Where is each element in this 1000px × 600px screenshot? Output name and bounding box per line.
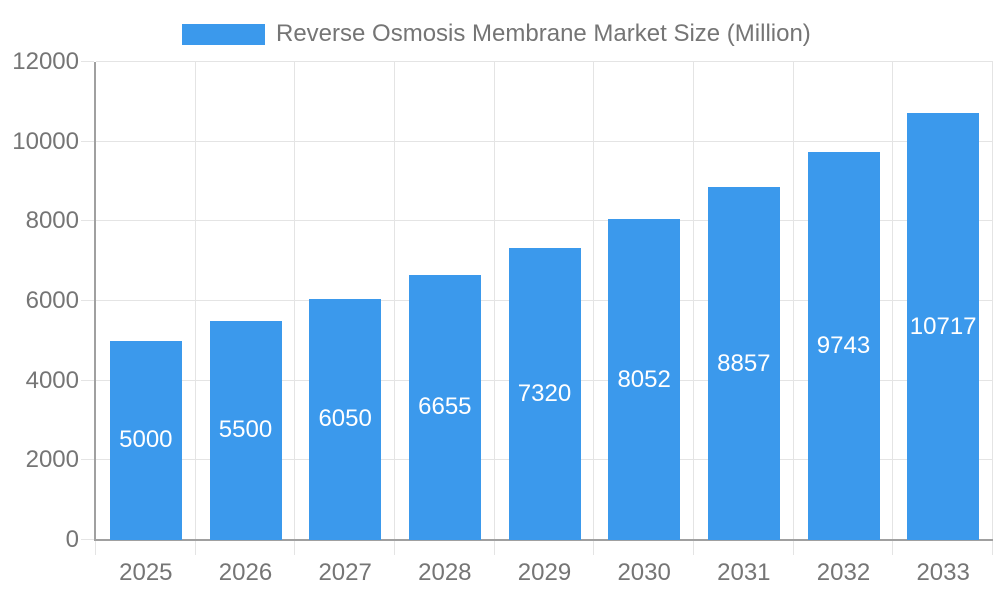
y-axis-line (94, 62, 96, 541)
y-axis-tick (81, 140, 94, 142)
gridline-vertical (394, 62, 395, 540)
x-axis-tick (992, 541, 993, 555)
gridline-vertical (792, 62, 794, 540)
bar: 10717 (907, 113, 980, 540)
gridline-horizontal (96, 220, 993, 222)
gridline-vertical (493, 62, 495, 540)
y-axis-tick-label: 12000 (12, 48, 79, 75)
bar: 8052 (608, 219, 681, 540)
x-axis-tick (792, 541, 794, 555)
y-axis-tick (81, 539, 94, 540)
gridline-horizontal (96, 140, 993, 142)
y-axis-tick-label: 6000 (25, 287, 79, 314)
bar-value-label: 7320 (517, 380, 572, 408)
x-axis-tick (294, 541, 296, 555)
x-axis-tick-label: 2033 (916, 559, 970, 586)
bar: 8857 (707, 187, 780, 540)
y-axis-tick (81, 61, 94, 62)
x-axis-tick (892, 541, 894, 555)
y-axis-tick-label: 8000 (25, 207, 79, 235)
x-axis-tick (593, 541, 595, 555)
y-axis-tick (81, 379, 94, 381)
bar: 9743 (807, 151, 880, 540)
bar: 5500 (209, 320, 282, 540)
y-axis-tick-label: 10000 (12, 127, 79, 155)
x-axis-tick (95, 541, 96, 555)
bar-value-label: 9743 (816, 331, 871, 359)
legend-swatch (182, 23, 265, 45)
y-axis-tick (81, 220, 94, 222)
x-axis-tick (493, 541, 495, 555)
bar-value-label: 6050 (318, 405, 372, 433)
bar-value-label: 5000 (119, 426, 173, 454)
bar: 7320 (508, 248, 581, 540)
x-axis-tick (693, 541, 694, 555)
x-axis-tick-label: 2025 (119, 559, 173, 586)
bar-value-label: 6655 (418, 393, 472, 421)
x-axis-tick-label: 2029 (517, 559, 572, 586)
x-axis-tick-label: 2032 (816, 559, 871, 586)
gridline-vertical (593, 62, 595, 540)
y-axis-tick-label: 0 (65, 526, 79, 553)
gridline-vertical (294, 62, 296, 540)
y-axis-tick (81, 300, 94, 301)
bar-value-label: 5500 (218, 416, 273, 444)
bar: 5000 (109, 340, 182, 540)
x-axis-tick-label: 2030 (617, 559, 671, 586)
x-axis-tick-label: 2027 (318, 559, 372, 586)
x-axis-tick (194, 541, 196, 555)
gridline-vertical (992, 62, 993, 540)
chart-title: Reverse Osmosis Membrane Market Size (Mi… (276, 20, 811, 47)
bar-value-label: 8052 (617, 365, 671, 393)
bar: 6655 (408, 274, 481, 540)
bar-value-label: 8857 (717, 349, 771, 377)
gridline-horizontal (96, 61, 993, 62)
gridline-vertical (693, 62, 694, 540)
x-axis-tick-label: 2026 (218, 559, 273, 586)
gridline-vertical (892, 62, 894, 540)
x-axis-tick-label: 2031 (717, 559, 771, 586)
x-axis-line (94, 539, 993, 541)
x-axis-tick (394, 541, 395, 555)
y-axis-tick-label: 2000 (25, 446, 79, 474)
y-axis-tick (81, 459, 94, 461)
bar: 6050 (309, 299, 382, 540)
bar-value-label: 10717 (909, 312, 977, 340)
x-axis-tick-label: 2028 (418, 559, 472, 586)
legend[interactable]: Reverse Osmosis Membrane Market Size (Mi… (182, 22, 811, 46)
gridline-vertical (194, 62, 196, 540)
y-axis-tick-label: 4000 (25, 366, 79, 394)
